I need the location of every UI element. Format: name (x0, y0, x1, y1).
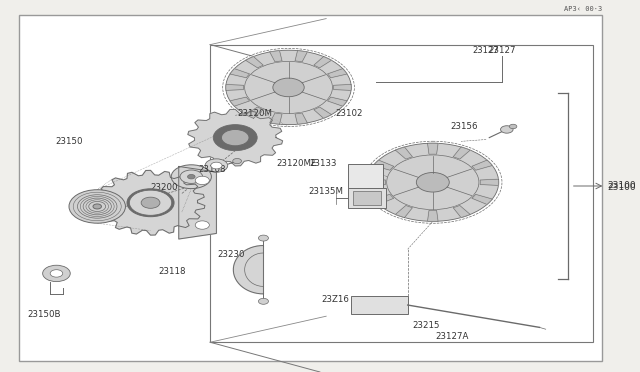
Polygon shape (333, 84, 351, 90)
Polygon shape (367, 179, 385, 185)
Polygon shape (295, 51, 307, 62)
Text: 23133: 23133 (309, 159, 337, 168)
Polygon shape (188, 109, 283, 166)
Circle shape (233, 158, 241, 164)
Circle shape (180, 170, 203, 183)
Circle shape (93, 204, 102, 209)
Text: 23127A: 23127A (435, 332, 468, 341)
Circle shape (417, 173, 449, 192)
Text: 23Z16: 23Z16 (321, 295, 349, 304)
Polygon shape (234, 246, 264, 294)
Circle shape (211, 162, 222, 169)
Text: 23108: 23108 (198, 165, 226, 174)
Polygon shape (428, 210, 438, 221)
Text: 23102: 23102 (335, 109, 363, 118)
Polygon shape (314, 57, 332, 68)
Text: 23150: 23150 (55, 137, 83, 146)
Text: 23215: 23215 (412, 321, 440, 330)
Circle shape (129, 190, 172, 215)
Text: 23150B: 23150B (27, 310, 61, 319)
Polygon shape (269, 51, 282, 62)
Text: 23120M: 23120M (238, 109, 273, 118)
Polygon shape (396, 205, 412, 218)
Polygon shape (246, 107, 263, 118)
Bar (210, 45, 593, 342)
Polygon shape (295, 113, 307, 124)
Polygon shape (314, 107, 332, 118)
Circle shape (172, 165, 211, 189)
Text: 23100: 23100 (607, 183, 636, 192)
Circle shape (213, 125, 257, 151)
Polygon shape (328, 97, 347, 106)
Text: 23127: 23127 (488, 46, 516, 55)
Circle shape (69, 190, 125, 223)
Polygon shape (428, 143, 438, 154)
Text: 23100: 23100 (607, 181, 636, 190)
Text: 23230: 23230 (217, 250, 244, 259)
Circle shape (259, 235, 268, 241)
Circle shape (367, 143, 499, 221)
Polygon shape (472, 160, 492, 170)
Polygon shape (373, 194, 394, 205)
Bar (351, 296, 408, 314)
Circle shape (221, 129, 249, 146)
Circle shape (195, 176, 209, 185)
Text: AP3‹ 00·3: AP3‹ 00·3 (564, 6, 602, 12)
Polygon shape (226, 84, 243, 90)
Text: 23200: 23200 (150, 183, 177, 192)
Text: 23127: 23127 (473, 46, 499, 55)
Polygon shape (269, 113, 282, 124)
Circle shape (244, 61, 332, 113)
Polygon shape (453, 147, 470, 159)
Circle shape (500, 126, 513, 133)
Polygon shape (373, 160, 394, 170)
Circle shape (141, 197, 160, 208)
Text: 23118: 23118 (159, 267, 186, 276)
Polygon shape (230, 97, 250, 106)
Polygon shape (396, 147, 412, 159)
Circle shape (50, 270, 63, 277)
Text: 23135M: 23135M (308, 187, 344, 196)
Circle shape (205, 159, 228, 172)
Circle shape (509, 124, 517, 129)
Polygon shape (96, 170, 205, 235)
Polygon shape (328, 69, 347, 78)
Circle shape (387, 155, 479, 210)
Polygon shape (230, 69, 250, 78)
Circle shape (195, 221, 209, 229)
Text: 23120ME: 23120ME (276, 159, 317, 168)
Polygon shape (472, 194, 492, 205)
Polygon shape (453, 205, 470, 218)
Bar (348, 188, 386, 208)
Bar (353, 191, 381, 205)
Circle shape (226, 50, 351, 125)
Circle shape (273, 78, 304, 97)
Circle shape (188, 174, 195, 179)
Polygon shape (179, 167, 216, 239)
Circle shape (259, 298, 268, 304)
Polygon shape (480, 179, 499, 185)
Bar (348, 164, 383, 188)
Text: 23156: 23156 (451, 122, 478, 131)
Circle shape (43, 265, 70, 282)
Circle shape (127, 189, 174, 217)
Polygon shape (246, 57, 263, 68)
